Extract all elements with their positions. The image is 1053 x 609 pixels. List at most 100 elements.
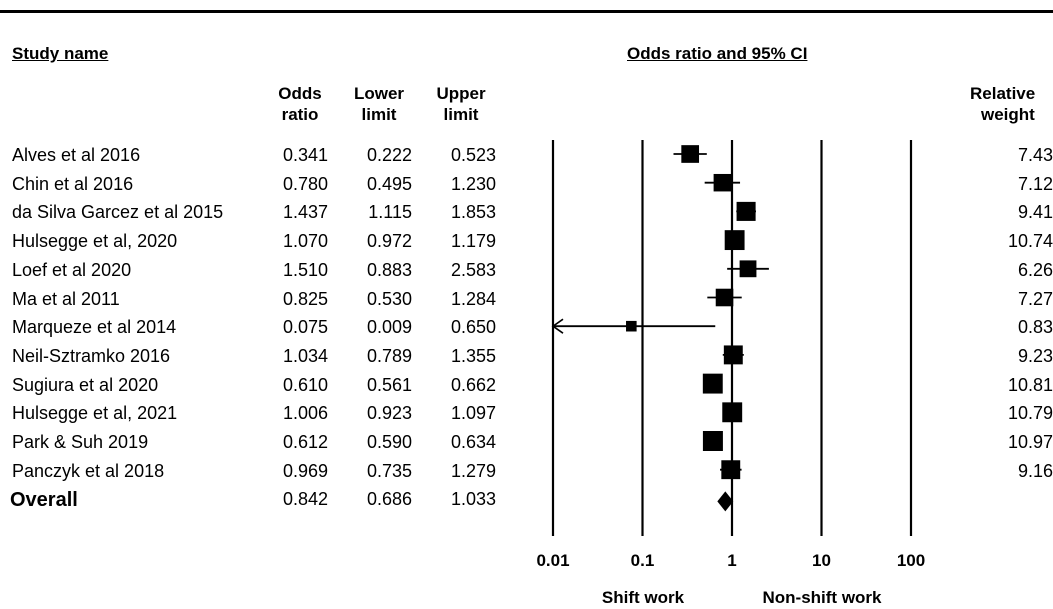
point-estimate-square [681, 145, 700, 163]
study-odds-ratio: 1.034 [282, 346, 328, 366]
relative-weight-header: Relative weight [970, 83, 1035, 125]
point-estimate-square [723, 345, 743, 365]
study-lower-limit: 0.222 [366, 145, 412, 165]
study-relative-weight: 10.74 [1007, 231, 1053, 251]
study-lower-limit: 0.530 [366, 289, 412, 309]
overall-upper-limit: 1.033 [450, 489, 496, 509]
study-name: Hulsegge et al, 2021 [12, 403, 178, 423]
relative-weight-header-line1: Relative [970, 84, 1036, 103]
study-odds-ratio: 1.070 [282, 231, 328, 251]
study-odds-ratio: 0.610 [282, 375, 328, 395]
study-relative-weight: 6.26 [1017, 260, 1053, 280]
point-estimate-square [722, 402, 743, 423]
study-relative-weight: 0.83 [1017, 317, 1053, 337]
overall-odds-ratio: 0.842 [282, 489, 328, 509]
study-lower-limit: 0.495 [366, 174, 412, 194]
study-odds-ratio: 0.075 [282, 317, 328, 337]
study-lower-limit: 0.735 [366, 461, 412, 481]
study-relative-weight: 9.16 [1017, 461, 1053, 481]
relative-weight-header-line2: weight [981, 105, 1035, 124]
tick-label: 0.01 [536, 551, 569, 570]
plot-title: Odds ratio and 95% CI [627, 44, 808, 63]
study-odds-ratio: 0.969 [282, 461, 328, 481]
upper-limit-header: Upper limit [428, 83, 494, 125]
lower-limit-header: Lower limit [346, 83, 412, 125]
overall-label: Overall [10, 489, 78, 511]
study-upper-limit: 1.097 [450, 403, 496, 423]
study-upper-limit: 0.523 [450, 145, 496, 165]
study-name-header: Study name [12, 44, 109, 63]
study-relative-weight: 7.27 [1017, 289, 1053, 309]
lower-limit-header-line2: limit [361, 105, 397, 124]
overall-diamond [717, 491, 734, 512]
point-estimate-square [702, 373, 723, 394]
upper-limit-header-line1: Upper [436, 84, 486, 103]
point-estimate-square [702, 431, 723, 451]
study-upper-limit: 1.179 [450, 231, 496, 251]
study-upper-limit: 1.230 [450, 174, 496, 194]
study-upper-limit: 1.279 [450, 461, 496, 481]
study-name: Panczyk et al 2018 [12, 461, 165, 481]
study-odds-ratio: 0.825 [282, 289, 328, 309]
study-odds-ratio: 1.006 [282, 403, 328, 423]
upper-limit-header-line2: limit [443, 105, 479, 124]
study-name: da Silva Garcez et al 2015 [12, 202, 224, 222]
study-odds-ratio: 0.612 [282, 432, 328, 452]
overall-lower-limit: 0.686 [366, 489, 412, 509]
point-estimate-square [736, 201, 756, 221]
point-estimate-square [739, 260, 757, 278]
study-relative-weight: 10.97 [1007, 432, 1053, 452]
study-upper-limit: 0.662 [450, 375, 496, 395]
study-lower-limit: 0.009 [366, 317, 412, 337]
study-lower-limit: 1.115 [368, 202, 412, 222]
study-upper-limit: 1.284 [450, 289, 496, 309]
study-name: Loef et al 2020 [12, 260, 132, 280]
point-estimate-square [724, 230, 745, 251]
study-name: Ma et al 2011 [12, 289, 120, 309]
study-upper-limit: 2.583 [450, 260, 496, 280]
study-odds-ratio: 1.437 [282, 202, 328, 222]
right-direction-label: Non-shift work [763, 588, 883, 607]
study-relative-weight: 9.41 [1017, 202, 1053, 222]
tick-label: 10 [812, 551, 831, 570]
study-relative-weight: 7.12 [1017, 174, 1053, 194]
study-name: Park & Suh 2019 [12, 432, 149, 452]
study-name: Chin et al 2016 [12, 174, 134, 194]
study-upper-limit: 0.634 [450, 432, 496, 452]
study-name: Neil-Sztramko 2016 [12, 346, 171, 366]
odds-ratio-header-line1: Odds [278, 84, 322, 103]
study-relative-weight: 7.43 [1017, 145, 1053, 165]
point-estimate-square [626, 320, 637, 332]
top-rule [0, 10, 1053, 13]
tick-label: 100 [897, 551, 925, 570]
point-estimate-square [721, 460, 741, 480]
lower-limit-header-line1: Lower [353, 84, 405, 103]
study-relative-weight: 10.81 [1007, 375, 1053, 395]
study-odds-ratio: 0.780 [282, 174, 328, 194]
tick-label: 1 [727, 551, 736, 570]
study-name: Hulsegge et al, 2020 [12, 231, 178, 251]
study-lower-limit: 0.883 [366, 260, 412, 280]
study-relative-weight: 10.79 [1007, 403, 1053, 423]
left-direction-label: Shift work [602, 588, 685, 607]
study-upper-limit: 1.853 [450, 202, 496, 222]
odds-ratio-header: Odds ratio [270, 83, 330, 125]
study-lower-limit: 0.561 [366, 375, 412, 395]
study-odds-ratio: 1.510 [282, 260, 328, 280]
study-lower-limit: 0.789 [366, 346, 412, 366]
odds-ratio-header-line2: ratio [281, 105, 319, 124]
study-lower-limit: 0.590 [366, 432, 412, 452]
study-lower-limit: 0.923 [366, 403, 412, 423]
study-upper-limit: 0.650 [450, 317, 496, 337]
study-name: Alves et al 2016 [12, 145, 141, 165]
study-name: Marqueze et al 2014 [12, 317, 177, 337]
tick-label: 0.1 [631, 551, 655, 570]
point-estimate-square [715, 288, 734, 307]
study-upper-limit: 1.355 [450, 346, 496, 366]
study-relative-weight: 9.23 [1017, 346, 1053, 366]
study-lower-limit: 0.972 [366, 231, 412, 251]
point-estimate-square [713, 173, 732, 192]
study-name: Sugiura et al 2020 [12, 375, 159, 395]
ci-arrow [551, 318, 564, 334]
